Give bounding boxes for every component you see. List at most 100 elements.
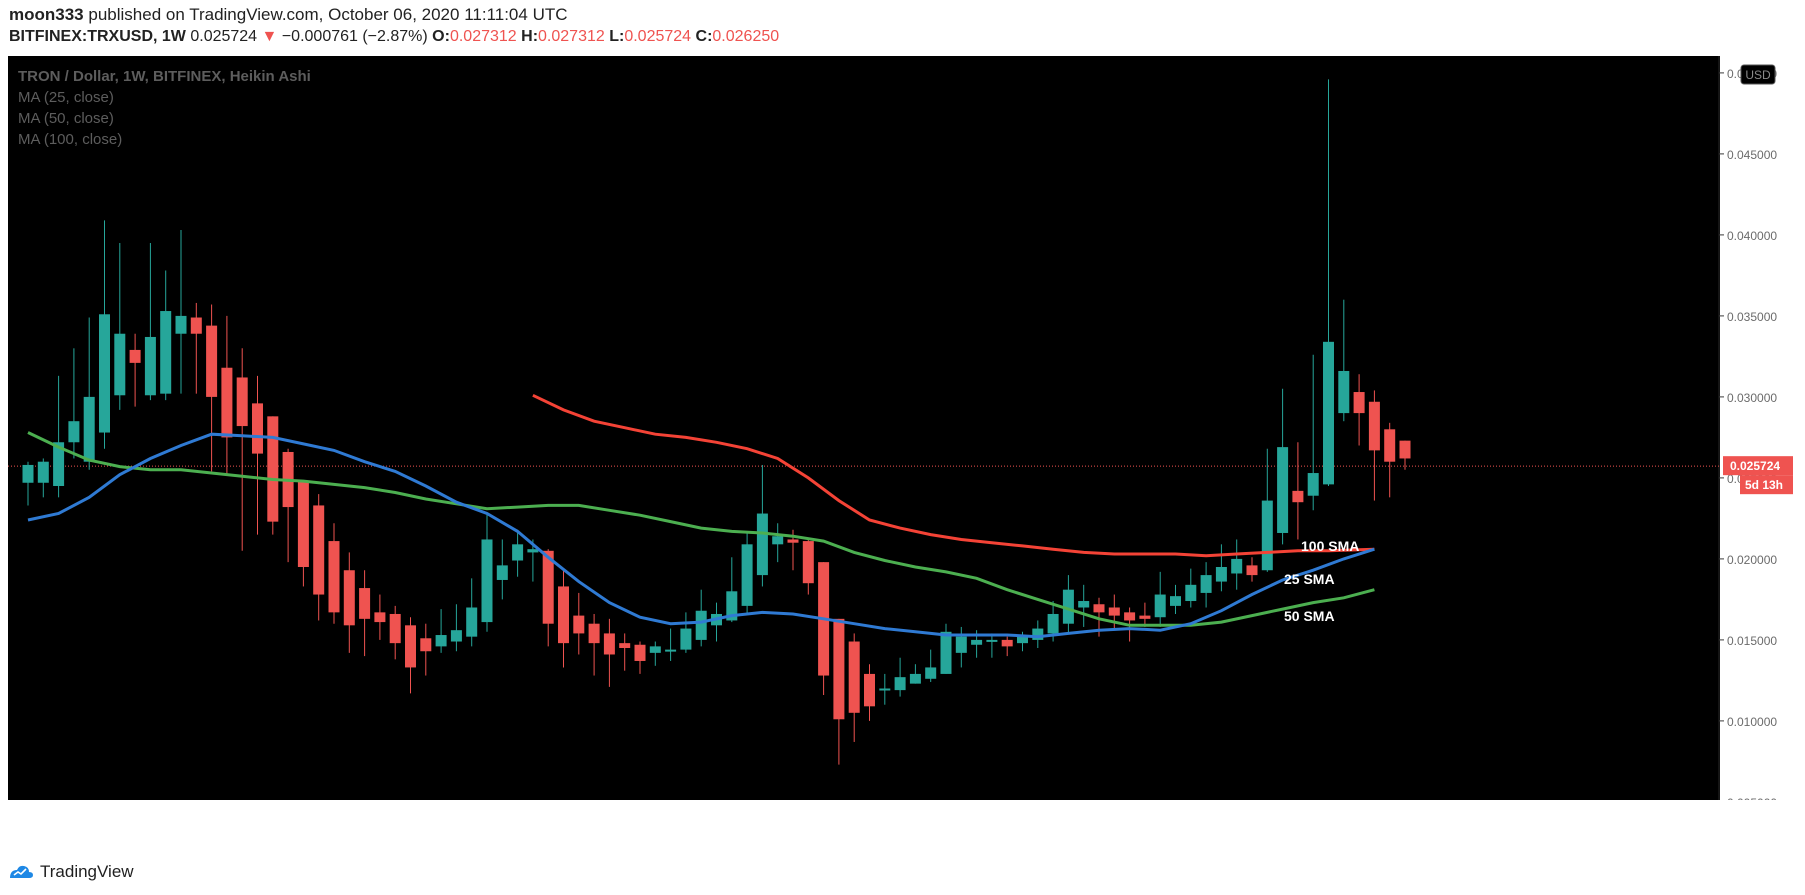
candle xyxy=(680,612,692,653)
candle-body xyxy=(848,641,860,713)
candle xyxy=(756,464,768,587)
candle-body xyxy=(603,633,615,655)
candle-body xyxy=(1384,429,1396,462)
candle-body xyxy=(1093,604,1105,613)
candle xyxy=(496,539,508,600)
price-chart[interactable]: 0.0050000.0100000.0150000.0200000.025000… xyxy=(0,0,1805,800)
candle xyxy=(297,481,309,587)
candle xyxy=(649,641,661,666)
legend-ma100[interactable]: MA (100, close) xyxy=(18,131,122,148)
candle-body xyxy=(1292,490,1304,503)
countdown-tag xyxy=(1740,475,1793,495)
candle xyxy=(603,618,615,687)
candle xyxy=(619,633,631,671)
countdown-value: 5d 13h xyxy=(1745,478,1783,492)
candle xyxy=(252,375,263,535)
ohlc-header: BITFINEX:TRXUSD, 1W 0.025724 ▼ −0.000761… xyxy=(9,28,779,46)
price-tick-label: 0.045000 xyxy=(1727,148,1777,162)
close-label: C: xyxy=(695,28,713,45)
candle xyxy=(466,578,478,647)
candle-body xyxy=(665,649,677,652)
candle xyxy=(389,605,401,660)
candle-body xyxy=(588,623,600,644)
candle-body xyxy=(466,607,478,637)
candle-body xyxy=(481,539,493,623)
candle-body xyxy=(1139,615,1151,619)
candle-body xyxy=(971,639,983,645)
candle-body xyxy=(1108,607,1120,616)
candle xyxy=(114,243,126,410)
legend-ma50[interactable]: MA (50, close) xyxy=(18,110,114,127)
candle-body xyxy=(221,367,233,438)
candle-body xyxy=(680,628,692,650)
candle-body xyxy=(1124,612,1136,621)
low-label: L: xyxy=(609,28,625,45)
candle xyxy=(864,664,875,721)
candle xyxy=(22,461,34,506)
candle xyxy=(206,304,218,472)
candle xyxy=(267,416,279,535)
candle-body xyxy=(542,550,554,624)
tradingview-footer[interactable]: TradingView xyxy=(8,859,134,885)
candle-body xyxy=(343,570,355,626)
candle xyxy=(68,348,80,459)
candle xyxy=(1170,584,1181,614)
ma50-line xyxy=(27,431,1375,627)
candle-body xyxy=(1185,584,1197,602)
candle xyxy=(940,623,952,674)
candle xyxy=(527,539,539,582)
header-change: −0.000761 (−2.87%) xyxy=(281,28,428,45)
candle xyxy=(1292,442,1304,540)
candle-body xyxy=(267,416,279,522)
candle-body xyxy=(1200,575,1212,593)
candle-body xyxy=(175,315,187,334)
candle xyxy=(1277,388,1289,545)
close-value: 0.026250 xyxy=(712,28,780,45)
low-value: 0.025724 xyxy=(624,28,692,45)
legend-ma25[interactable]: MA (25, close) xyxy=(18,89,114,106)
candle xyxy=(772,523,784,563)
candle xyxy=(1323,79,1334,486)
candle-body xyxy=(1062,589,1074,624)
candle xyxy=(1154,571,1166,627)
price-tick-label: 0.020000 xyxy=(1727,553,1777,567)
candle-body xyxy=(573,615,585,634)
candle-body xyxy=(1261,500,1273,571)
candle xyxy=(818,562,830,695)
candle-body xyxy=(1353,392,1365,414)
candle-body xyxy=(1078,601,1090,608)
candle-body xyxy=(83,396,95,462)
candle-body xyxy=(955,636,967,653)
candle-body xyxy=(879,688,891,691)
candle xyxy=(1108,594,1120,631)
candle xyxy=(450,604,462,652)
candle xyxy=(1001,636,1013,657)
candle-body xyxy=(864,673,875,707)
price-axis[interactable]: 0.0050000.0100000.0150000.0200000.025000… xyxy=(1719,67,1777,800)
currency-badge[interactable] xyxy=(1740,64,1776,85)
candle-body xyxy=(940,631,952,674)
candle xyxy=(1032,620,1044,648)
candle xyxy=(343,552,355,653)
candle xyxy=(695,589,707,647)
candle xyxy=(879,673,891,705)
price-tick-label: 0.005000 xyxy=(1727,796,1777,800)
candle xyxy=(1231,539,1243,590)
candle xyxy=(359,570,371,657)
candle-body xyxy=(1001,639,1013,647)
candle-body xyxy=(1154,594,1166,618)
candle-body xyxy=(190,317,202,334)
candle xyxy=(833,618,845,765)
candle xyxy=(1078,584,1090,627)
author-name[interactable]: moon333 xyxy=(9,5,84,24)
candle xyxy=(190,302,202,394)
candle xyxy=(1185,568,1197,608)
candle xyxy=(1200,562,1212,608)
header-price: 0.025724 xyxy=(190,28,258,45)
candle-body xyxy=(1231,558,1243,574)
candle xyxy=(1246,557,1258,582)
candle-body xyxy=(389,613,401,644)
candle-body xyxy=(756,513,768,576)
candle-body xyxy=(741,544,753,606)
price-tick-label: 0.035000 xyxy=(1727,310,1777,324)
